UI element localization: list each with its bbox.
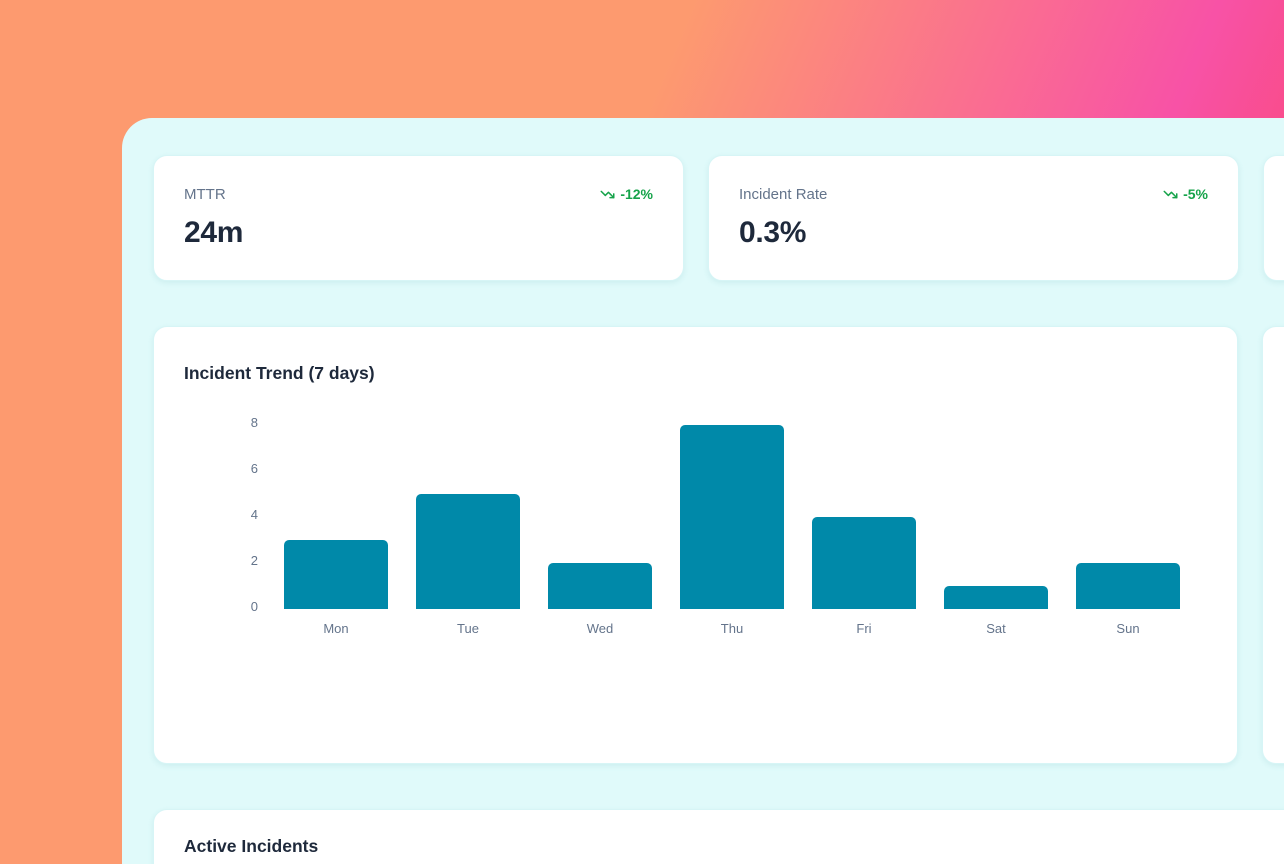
incidents-row: Active Incidents [153,809,1284,864]
x-axis-tick-label: Sat [986,621,1006,636]
x-axis-tick-label: Fri [856,621,872,636]
kpi-card-incident-rate: Incident Rate -5% 0.3% [708,155,1239,281]
x-axis-tick-label: Mon [323,621,349,636]
dashboard-panel: MTTR -12% 24m Incident Ra [122,118,1284,864]
active-incidents-card: Active Incidents [153,809,1284,864]
incidents-title: Active Incidents [184,836,319,856]
bar-mon [284,540,388,609]
y-axis-tick-label: 4 [250,507,258,522]
kpi-delta-value: -5% [1183,186,1208,202]
bar-tue [416,494,520,609]
y-axis-tick-label: 6 [250,461,258,476]
kpi-card-header: MTTR -12% [184,186,653,204]
kpi-label: Incident Rate [739,186,828,203]
bar-sun [1076,563,1180,609]
trending-down-icon [1163,187,1178,202]
bar-thu [680,425,784,609]
y-axis-tick-label: 8 [250,415,258,430]
chart-row: Incident Trend (7 days) 0 2 4 6 8 Mon Tue Wed Th… [153,326,1284,764]
x-axis-tick-label: Tue [457,621,479,636]
kpi-value: 24m [184,216,244,249]
kpi-value: 0.3% [739,216,807,249]
kpi-row: MTTR -12% 24m Incident Ra [153,155,1284,281]
y-axis-tick-label: 2 [250,553,258,568]
incident-trend-card: Incident Trend (7 days) 0 2 4 6 8 Mon Tue Wed Th… [153,326,1238,764]
bar-wed [548,563,652,609]
bar-chart: 0 2 4 6 8 Mon Tue Wed Thu Fri Sat Sun [154,327,1237,763]
chart-title: Incident Trend (7 days) [184,363,375,383]
kpi-card-header: Incident Rate -5% [739,186,1208,204]
bar-sat [944,586,1048,609]
trending-down-icon [600,187,615,202]
y-axis-tick-label: 0 [250,599,258,614]
x-axis-tick-label: Wed [586,621,614,636]
kpi-delta-value: -12% [620,186,653,202]
x-axis-tick-label: Thu [720,621,744,636]
kpi-card-partial [1263,155,1284,281]
bar-fri [812,517,916,609]
kpi-delta-badge: -5% [1163,186,1208,202]
x-axis-tick-label: Sun [1116,621,1140,636]
side-card-partial [1262,326,1284,764]
kpi-card-mttr: MTTR -12% 24m [153,155,684,281]
kpi-delta-badge: -12% [600,186,653,202]
kpi-label: MTTR [184,186,226,203]
